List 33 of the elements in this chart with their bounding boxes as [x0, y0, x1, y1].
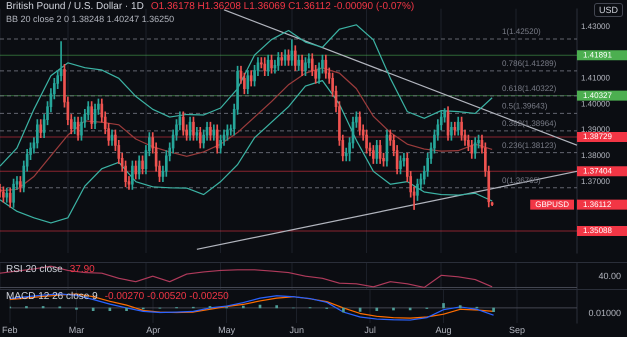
x-tick-label: Aug [436, 325, 452, 336]
y-tick-label: 1.40000 [581, 99, 610, 108]
ref-line-label: 0.236(1.38123) [502, 140, 557, 150]
text: 0.01000 [588, 308, 621, 318]
x-tick-label: Jul [364, 325, 376, 336]
ref-line-label: 1.35088 [583, 226, 612, 236]
y-axis-title: USD [594, 3, 623, 17]
y-tick-label: 1.43000 [581, 22, 610, 31]
x-tick-label: Mar [68, 325, 84, 336]
ref-line-label: 1.41891 [583, 50, 612, 60]
y-tick-label: 1.41000 [581, 74, 610, 82]
annotation: BB 20 close 2 0 1.38248 1.40247 1.36250 [5, 13, 176, 25]
ref-line-label: 1.37404 [583, 166, 612, 176]
text: 40.00 [598, 271, 621, 281]
x-tick-label: Apr [146, 325, 160, 336]
ref-line-label: 0.618(1.40322) [502, 84, 557, 94]
ref-line-label: 0.786(1.41289) [502, 59, 557, 68]
y-tick-label: 1.38000 [581, 151, 610, 160]
x-tick-label: Jun [289, 325, 304, 336]
ref-line-label: 0.5(1.39643) [502, 102, 548, 111]
ref-line-label: 1.38729 [583, 132, 612, 142]
chart-subtitle: -0.00270 -0.00520 -0.00250 [104, 291, 230, 302]
y-tick-label: 1.37000 [581, 176, 610, 186]
x-tick-label: Sep [508, 325, 525, 336]
chart-subtitle: O1.36178 H1.36208 L1.36069 C1.36112 -0.00090 (-0.07%) [150, 1, 416, 12]
ref-line-label: 1(1.42520) [502, 27, 542, 36]
chart-title: British Pound / U.S. Dollar · 1D [5, 1, 145, 12]
ref-line-label: 1.40327 [583, 90, 612, 100]
annotation: GBPUSD [535, 200, 570, 209]
x-tick-label: May [218, 325, 236, 336]
x-tick-label: Feb [2, 325, 18, 336]
text: 1.36112 [583, 200, 612, 209]
y-tick-label: 1.39000 [581, 125, 610, 134]
